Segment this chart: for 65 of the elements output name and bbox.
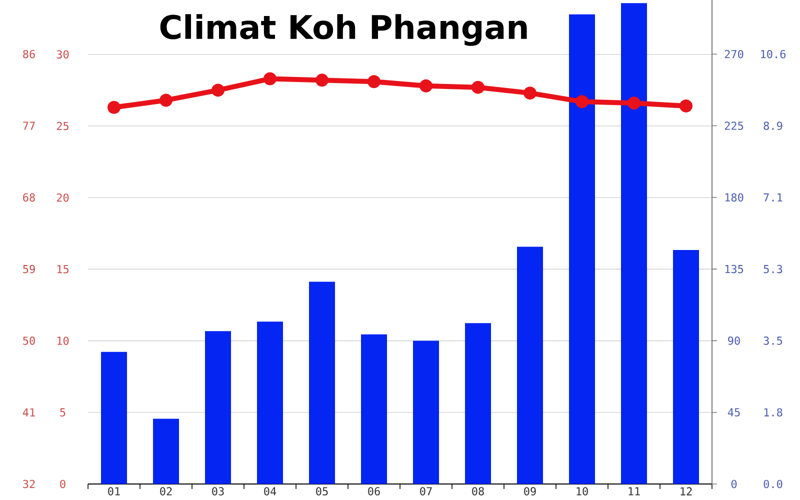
- bar: [153, 418, 180, 484]
- y3-tick-label: 86: [23, 50, 35, 58]
- x-tick-label: 08: [472, 487, 484, 496]
- text: 7.1: [764, 193, 782, 202]
- y3-tick-label: 41: [22, 408, 35, 416]
- bar: [101, 352, 128, 484]
- point: [680, 99, 692, 112]
- y-tick-label: 10: [57, 336, 69, 345]
- x-tick-label: 05: [316, 487, 328, 496]
- y3-tick-label: 32: [23, 480, 35, 488]
- point: [264, 72, 277, 86]
- bar: [309, 282, 336, 484]
- text: 1.8: [764, 408, 782, 416]
- point: [368, 75, 381, 88]
- x-tick-label: 10: [576, 487, 588, 496]
- text: 0.0: [764, 480, 782, 488]
- y-tick-label: 5: [60, 408, 66, 416]
- y2-tick-label: 135: [725, 264, 744, 274]
- y3-tick-label: 59: [23, 264, 35, 274]
- y2-tick-label: 90: [728, 336, 740, 345]
- x-tick-label: 01: [108, 487, 120, 496]
- point: [316, 74, 329, 87]
- y-tick-label: 25: [56, 122, 68, 130]
- y2-tick-label: 225: [724, 122, 744, 130]
- x-tick-label: 02: [160, 487, 172, 496]
- point: [628, 96, 641, 110]
- y-tick-label: 30: [56, 50, 69, 59]
- bar: [621, 3, 647, 484]
- x-tick-label: 07: [420, 487, 432, 496]
- text: 10.6: [761, 50, 786, 58]
- point: [576, 95, 588, 108]
- x-tick-label: 04: [264, 487, 276, 496]
- y-tick-label: 20: [56, 193, 69, 202]
- bar: [413, 340, 440, 484]
- y-tick-label: 15: [57, 265, 68, 274]
- point: [108, 100, 121, 114]
- y3-tick-label: 68: [23, 193, 35, 202]
- bar: [517, 246, 544, 484]
- point: [524, 86, 537, 100]
- x-tick-label: 06: [368, 487, 380, 496]
- y2-tick-label: 270: [724, 50, 744, 58]
- point: [212, 84, 225, 97]
- bar: [361, 334, 388, 484]
- x-tick-label: 03: [212, 487, 224, 496]
- point: [420, 79, 433, 92]
- bar: [569, 14, 596, 484]
- bar: [673, 250, 699, 484]
- point: [472, 80, 484, 94]
- x-tick-label: 11: [628, 487, 640, 496]
- bar: [257, 322, 284, 484]
- y-tick-label: 0: [60, 480, 66, 488]
- y2-tick-label: 45: [728, 408, 740, 416]
- y3-tick-label: 77: [23, 122, 35, 130]
- chart-title: Climat Koh Phangan: [160, 14, 527, 46]
- y3-tick-label: 50: [23, 336, 35, 345]
- y2-tick-label: 180: [725, 193, 744, 202]
- bar: [205, 331, 232, 484]
- text: 3.5: [764, 336, 782, 345]
- text: 8.9: [764, 122, 782, 130]
- point: [160, 94, 173, 107]
- x-tick-label: 09: [524, 487, 536, 496]
- bar: [465, 323, 492, 484]
- x-tick-label: 12: [680, 487, 692, 496]
- y2-tick-label: 0: [731, 480, 737, 488]
- text: 5.3: [764, 264, 782, 274]
